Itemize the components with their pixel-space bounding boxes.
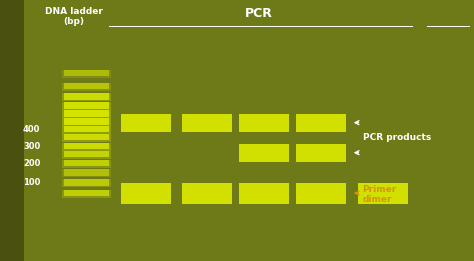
Bar xyxy=(62,190,111,198)
Bar xyxy=(62,102,111,110)
Bar xyxy=(64,126,109,133)
Bar xyxy=(64,118,109,124)
Bar xyxy=(64,93,109,100)
Bar xyxy=(62,143,111,151)
Bar xyxy=(121,183,171,204)
Bar xyxy=(64,134,109,140)
Bar xyxy=(296,114,346,132)
Bar xyxy=(64,169,109,175)
Bar xyxy=(296,183,346,204)
Text: 300: 300 xyxy=(23,142,40,151)
Bar xyxy=(64,70,109,76)
Text: Primer
dimer: Primer dimer xyxy=(363,185,397,204)
Bar xyxy=(121,183,171,204)
Text: PCR: PCR xyxy=(245,7,272,20)
Bar xyxy=(0,0,24,261)
Bar xyxy=(62,110,111,118)
Bar xyxy=(239,114,289,132)
Bar xyxy=(64,102,109,109)
Bar xyxy=(296,144,346,162)
Bar xyxy=(64,151,109,157)
Bar xyxy=(62,70,111,78)
Text: DNA ladder
(bp): DNA ladder (bp) xyxy=(45,7,102,26)
Bar xyxy=(239,144,289,162)
Bar xyxy=(62,126,111,134)
Bar xyxy=(64,180,109,186)
Bar xyxy=(62,180,111,187)
Bar xyxy=(62,134,111,142)
Text: PCR products: PCR products xyxy=(363,133,431,142)
Bar xyxy=(239,183,289,204)
Text: 400: 400 xyxy=(23,125,40,134)
Bar xyxy=(64,160,109,167)
Bar xyxy=(62,93,111,101)
Bar xyxy=(358,183,408,204)
Bar xyxy=(64,110,109,117)
Bar xyxy=(64,143,109,149)
Bar xyxy=(296,144,346,162)
Bar xyxy=(358,183,408,204)
Bar xyxy=(182,114,232,132)
Bar xyxy=(182,183,232,204)
Bar xyxy=(64,190,109,197)
Bar xyxy=(121,114,171,132)
Text: 100: 100 xyxy=(23,178,40,187)
Text: 200: 200 xyxy=(23,159,40,168)
Bar xyxy=(62,151,111,159)
Bar xyxy=(182,114,232,132)
Bar xyxy=(121,114,171,132)
Bar xyxy=(62,169,111,177)
Bar xyxy=(62,118,111,126)
Bar xyxy=(239,144,289,162)
Bar xyxy=(64,83,109,89)
Bar xyxy=(296,114,346,132)
Bar xyxy=(182,183,232,204)
Bar xyxy=(239,114,289,132)
Bar xyxy=(62,83,111,91)
Bar xyxy=(239,183,289,204)
Bar xyxy=(62,160,111,168)
Bar xyxy=(296,183,346,204)
